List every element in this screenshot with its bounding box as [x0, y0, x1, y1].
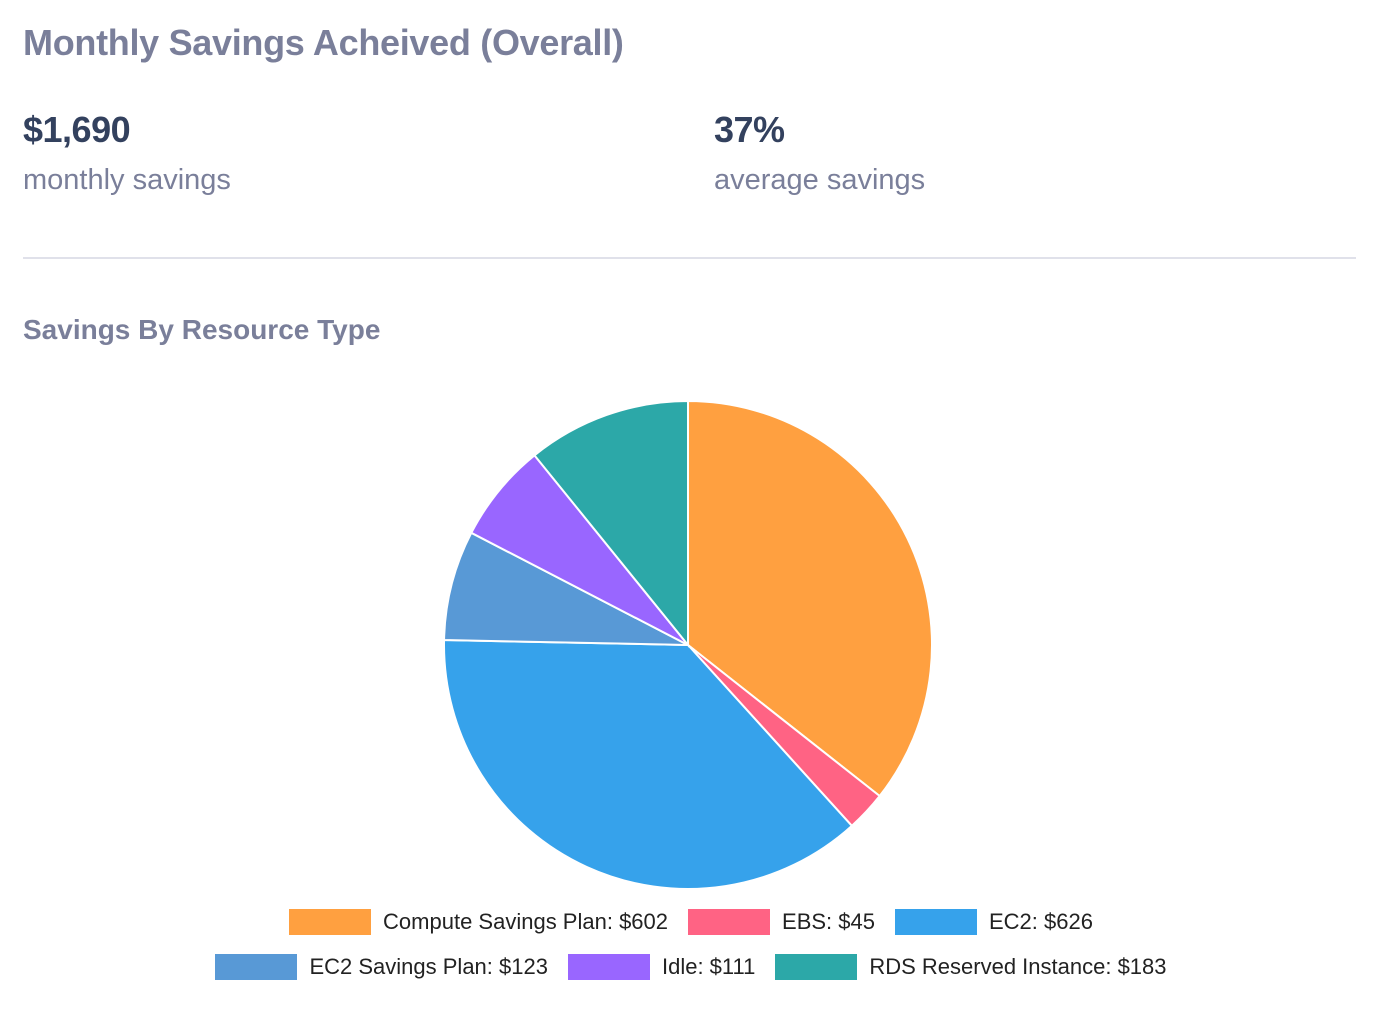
legend-item-compute-savings-plan[interactable]: Compute Savings Plan: $602	[289, 909, 668, 935]
pie-slice-ec2[interactable]	[443, 638, 854, 890]
legend-swatch	[215, 954, 298, 980]
legend-item-ec2-savings-plan[interactable]: EC2 Savings Plan: $123	[215, 954, 548, 980]
legend-label: Idle: $111	[661, 954, 756, 979]
pie-slice-compute-savings-plan[interactable]	[687, 399, 933, 798]
stat-label: monthly savings	[23, 164, 231, 196]
legend-label: RDS Reserved Instance: $183	[869, 954, 1167, 979]
stat-monthly-savings: $1,690 monthly savings	[23, 108, 231, 198]
legend-row-2: EC2 Savings Plan: $123 Idle: $111 RDS Re…	[0, 954, 1382, 980]
legend-label: EC2: $626	[988, 909, 1093, 934]
divider	[23, 257, 1356, 259]
legend-row-1: Compute Savings Plan: $602 EBS: $45 EC2:…	[0, 909, 1382, 935]
legend-item-rds-reserved-instance[interactable]: RDS Reserved Instance: $183	[775, 954, 1167, 980]
pie-slice-rds-reserved-instance[interactable]	[533, 399, 689, 648]
legend-label: EBS: $45	[782, 909, 875, 934]
legend-swatch	[775, 954, 858, 980]
stat-value: 37%	[714, 109, 785, 150]
legend-swatch	[289, 909, 372, 935]
stat-value: $1,690	[23, 109, 131, 150]
page-title: Monthly Savings Acheived (Overall)	[23, 22, 624, 63]
stat-average-savings: 37% average savings	[714, 108, 925, 198]
legend-label: Compute Savings Plan: $602	[383, 909, 669, 934]
legend-item-ec2[interactable]: EC2: $626	[894, 909, 1093, 935]
legend-item-ebs[interactable]: EBS: $45	[688, 909, 875, 935]
legend-item-idle[interactable]: Idle: $111	[567, 954, 756, 980]
section-title: Savings By Resource Type	[23, 314, 381, 345]
legend-label: EC2 Savings Plan: $123	[309, 954, 548, 979]
legend-swatch	[567, 954, 650, 980]
legend-swatch	[688, 909, 771, 935]
stat-label: average savings	[714, 164, 926, 196]
legend-swatch	[894, 909, 977, 935]
pie-slice-ec2-savings-plan[interactable]	[443, 531, 689, 646]
